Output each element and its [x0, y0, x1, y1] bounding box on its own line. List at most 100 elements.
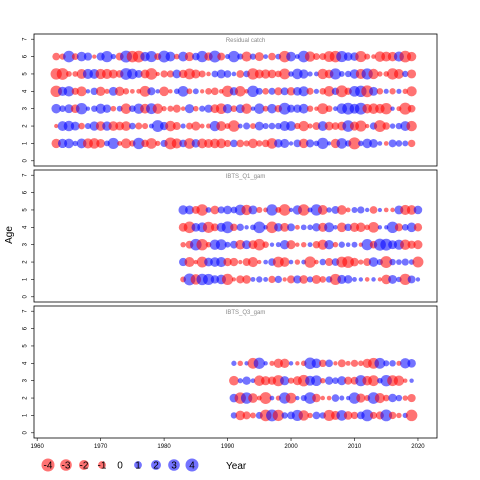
residual-bubble — [304, 51, 316, 62]
residual-bubble — [345, 207, 351, 213]
x-tick-label: 1970 — [94, 444, 108, 450]
residual-bubble — [279, 358, 290, 369]
legend-bubble — [134, 461, 142, 469]
x-tick-label: 1990 — [221, 444, 235, 450]
y-tick-label: 1 — [23, 277, 29, 281]
residual-bubble — [206, 123, 212, 129]
residual-bubble — [329, 273, 342, 286]
y-tick-label: 6 — [23, 54, 29, 58]
residual-bubble — [211, 87, 219, 96]
residual-bubble — [199, 105, 206, 112]
x-tick-label: 1980 — [157, 444, 171, 450]
residual-bubble — [236, 70, 245, 78]
residual-bubble — [371, 277, 376, 282]
residual-bubble — [407, 240, 416, 249]
residual-bubble — [363, 258, 372, 267]
residual-bubble — [254, 69, 264, 79]
residual-bubble — [165, 51, 176, 62]
residual-bubble — [145, 68, 158, 80]
residual-bubble — [155, 71, 160, 77]
residual-bubble — [267, 69, 277, 79]
residual-bubble — [193, 105, 199, 112]
residual-bubble — [254, 121, 264, 131]
residual-bubble — [70, 121, 80, 131]
residual-bubble — [325, 359, 333, 368]
residual-bubble — [242, 240, 252, 250]
legend-bubble — [60, 459, 72, 471]
residual-bubble — [415, 277, 421, 282]
residual-bubble — [368, 257, 379, 267]
residual-bubble — [281, 412, 288, 419]
residual-bubble — [331, 394, 340, 402]
legend-bubble — [41, 458, 55, 472]
residual-bubble — [413, 205, 423, 215]
residual-bubble — [279, 257, 290, 267]
residual-bubble — [241, 103, 252, 114]
residual-bubble — [294, 224, 300, 230]
panel-2: IBTS_Q1_gam 0 1 2 3 4 5 6 7 — [23, 169, 438, 303]
y-tick-label: 6 — [23, 190, 29, 194]
residual-bubble — [275, 242, 281, 248]
residual-bubble — [337, 359, 346, 368]
residual-bubble — [191, 69, 201, 79]
legend-bubble — [151, 460, 161, 470]
residual-bubble — [312, 393, 321, 403]
residual-bubble — [172, 104, 181, 113]
panel-frame — [33, 169, 438, 303]
residual-bubble — [223, 139, 232, 148]
residual-bubble — [406, 120, 417, 132]
residual-bubble — [134, 70, 143, 78]
residual-bubble — [262, 241, 269, 248]
residual-bubble — [390, 106, 395, 111]
legend-bubble — [168, 459, 180, 471]
residual-bubble — [319, 359, 327, 368]
residual-bubble — [336, 410, 348, 421]
y-tick-label: 3 — [23, 378, 29, 382]
residual-bubble — [63, 86, 75, 97]
residual-bubble — [380, 103, 392, 115]
residual-bubble — [401, 258, 409, 266]
residual-bubble — [282, 277, 287, 282]
residual-bubble — [396, 88, 402, 94]
legend-label: -4 — [44, 461, 53, 472]
residual-bubble — [210, 223, 219, 232]
residual-bubble — [377, 71, 383, 77]
residual-bubble — [242, 411, 251, 420]
residual-bubble — [237, 360, 243, 367]
residual-bubble — [313, 71, 319, 77]
residual-bubble — [329, 68, 342, 80]
y-tick-label: 5 — [23, 208, 29, 212]
residual-bubble — [171, 138, 182, 149]
residual-bubble — [247, 257, 258, 268]
residual-bubble — [224, 241, 231, 248]
residual-bubble — [307, 412, 313, 419]
residual-bubble — [90, 87, 99, 96]
residual-bubble — [288, 361, 294, 366]
residual-bubble — [180, 123, 186, 129]
residual-bubble — [248, 393, 258, 403]
residual-bubble — [339, 395, 345, 401]
legend-label: -2 — [80, 461, 89, 472]
residual-bubble — [202, 273, 215, 285]
residual-bubble — [236, 275, 245, 284]
residual-bubble — [350, 257, 359, 267]
residual-bubble — [263, 276, 269, 282]
residual-bubble — [306, 87, 314, 95]
residual-bubble — [247, 68, 259, 80]
residual-bubble — [351, 241, 358, 248]
residual-bubble — [152, 103, 163, 114]
residual-bubble — [255, 87, 263, 95]
residual-bubble — [51, 103, 61, 114]
residual-bubble — [178, 205, 188, 215]
residual-bubble — [317, 121, 328, 131]
residual-bubble — [312, 411, 321, 420]
residual-bubble — [173, 53, 180, 60]
legend-label: 4 — [189, 461, 195, 472]
residual-bubble — [306, 139, 315, 148]
residual-bubble — [311, 375, 322, 387]
residual-bubble — [345, 242, 351, 247]
y-tick-label: 1 — [23, 141, 29, 145]
residual-bubble — [72, 71, 79, 77]
bubble-series — [50, 50, 417, 150]
x-tick-label: 2010 — [348, 444, 362, 450]
